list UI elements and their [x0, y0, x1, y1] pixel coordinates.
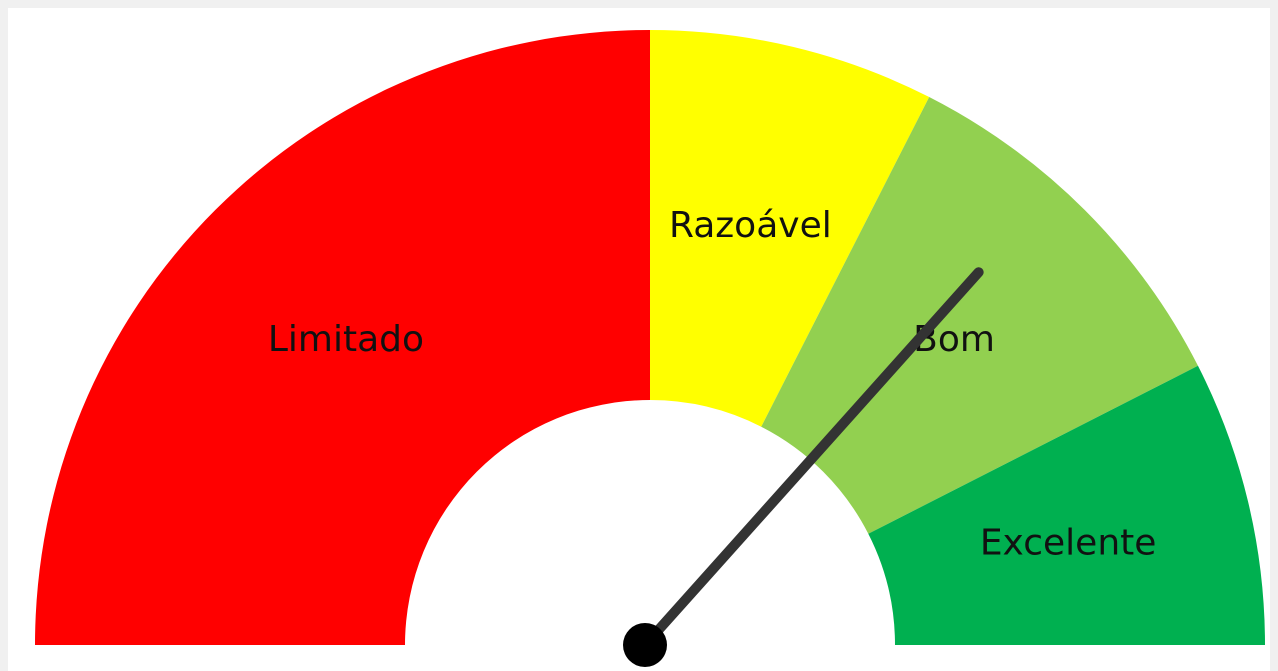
segment-label: Limitado: [268, 319, 424, 360]
gauge-segment: [761, 97, 1198, 534]
gauge-segment: [868, 365, 1265, 645]
gauge-segment: [650, 30, 930, 427]
segment-label: Excelente: [980, 523, 1157, 564]
needle: [640, 267, 984, 650]
gauge-segment: [35, 30, 650, 645]
segment-label: Razoável: [669, 205, 832, 246]
needle-hub: [623, 623, 667, 667]
